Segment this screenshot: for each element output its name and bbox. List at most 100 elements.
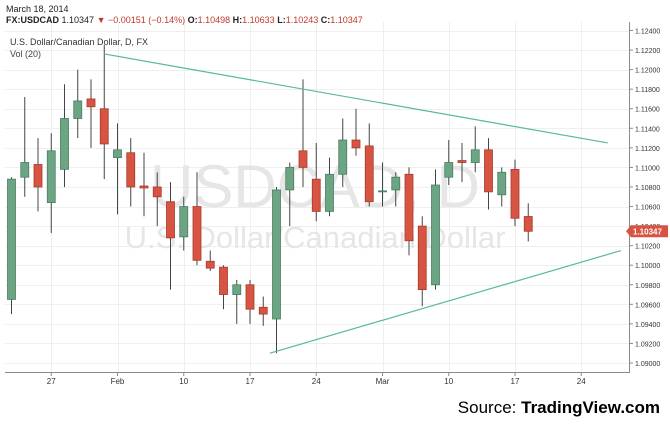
- x-axis: 27 Feb 10 17 24 Mar 10 17 24: [47, 372, 586, 386]
- candle-up: [46, 133, 56, 233]
- candle-body: [391, 176, 401, 191]
- candle-up: [60, 84, 69, 187]
- candle-body: [404, 173, 414, 242]
- candle-down: [351, 108, 361, 156]
- candle-down: [417, 216, 427, 307]
- watermark: USDCAD, D U.S. Dollar/Canadian Dollar: [125, 153, 506, 255]
- candle-up: [179, 196, 189, 251]
- trendline: [104, 53, 608, 144]
- candle-body: [298, 150, 308, 168]
- candle-body: [272, 189, 281, 320]
- candle-up: [113, 123, 122, 215]
- candle-body: [139, 185, 149, 189]
- candle-down: [126, 138, 136, 207]
- candle-body: [417, 225, 427, 291]
- candle-body: [113, 149, 122, 159]
- candle-body: [7, 178, 16, 300]
- y-tick-label: 1.12400: [635, 29, 660, 36]
- candle-body: [60, 118, 69, 170]
- candle-body: [378, 190, 387, 193]
- date-label: March 18, 2014: [6, 4, 69, 14]
- y-tick-label: 1.10000: [635, 263, 660, 270]
- candle-up: [431, 169, 440, 290]
- candle-up: [272, 186, 281, 354]
- candle-down: [298, 79, 308, 187]
- y-tick-label: 1.11800: [635, 87, 660, 94]
- candle-body: [86, 98, 96, 108]
- candle-body: [285, 167, 295, 191]
- y-tick-label: 1.10600: [635, 205, 660, 212]
- x-tick-label: 24: [577, 377, 586, 386]
- y-tick-label: 1.11400: [635, 126, 660, 133]
- candle-body: [219, 266, 228, 295]
- last-value: 1.10347: [61, 15, 95, 25]
- candle-down: [245, 279, 255, 324]
- candle-up: [7, 177, 16, 315]
- y-tick-label: 1.09800: [635, 283, 660, 290]
- candle-body: [73, 100, 83, 119]
- open-label: O:: [187, 15, 198, 25]
- close-label: C:: [320, 15, 331, 25]
- candle-body: [338, 139, 348, 175]
- candle-up: [378, 162, 387, 207]
- y-tick-label: 1.09000: [635, 361, 660, 368]
- candle-body: [484, 149, 493, 193]
- candle-down: [192, 172, 202, 266]
- candle-down: [484, 138, 493, 210]
- y-tick-label: 1.09600: [635, 302, 660, 309]
- candle-up: [470, 126, 480, 173]
- candle-up: [338, 118, 348, 187]
- candle-body: [444, 162, 454, 178]
- candle-body: [33, 164, 43, 188]
- candle-up: [73, 69, 83, 139]
- candle-body: [152, 186, 162, 198]
- candle-down: [205, 250, 215, 272]
- candle-body: [351, 139, 361, 149]
- candle-up: [391, 172, 401, 207]
- x-tick-label: 17: [246, 377, 255, 386]
- candle-down: [99, 45, 109, 180]
- x-tick-label: 24: [312, 377, 321, 386]
- candle-down: [86, 79, 96, 148]
- close-value: 1.10347: [330, 15, 363, 25]
- y-axis: 1.12400 1.12200 1.12000 1.11800 1.11600 1.114…: [629, 29, 660, 368]
- candle-down: [219, 265, 228, 310]
- symbol-label: FX:USDCAD: [6, 15, 59, 25]
- candle-body: [325, 173, 334, 212]
- candle-body: [431, 184, 440, 286]
- x-tick-label: 10: [444, 377, 453, 386]
- low-value: 1.10243: [285, 15, 319, 25]
- candle-body: [126, 152, 136, 188]
- y-tick-label: 1.09200: [635, 341, 660, 348]
- candle-body: [311, 178, 321, 212]
- candle-body: [258, 306, 268, 315]
- source-credit: Source: TradingView.com: [458, 398, 660, 418]
- candle-body: [46, 150, 56, 204]
- candle-up: [497, 167, 507, 207]
- candle-down: [523, 203, 533, 242]
- candle-body: [457, 160, 467, 163]
- symbol-header: FX:USDCAD 1.10347 ▼ −0.00151 (−0.14%) O:…: [6, 15, 363, 25]
- trendlines: [104, 53, 622, 354]
- candle-down: [258, 296, 268, 326]
- candle-body: [245, 284, 255, 310]
- high-label: H:: [232, 15, 243, 25]
- candle-down: [510, 159, 520, 227]
- candle-body: [232, 284, 242, 295]
- candle-body: [192, 206, 202, 261]
- y-tick-label: 1.11000: [635, 165, 660, 172]
- candle-up: [20, 97, 30, 197]
- change-value: −0.00151 (−0.14%): [108, 15, 186, 25]
- candle-body: [470, 149, 480, 163]
- x-tick-label: 10: [179, 377, 188, 386]
- candle-body: [205, 260, 215, 269]
- y-tick-label: 1.10200: [635, 244, 660, 251]
- candle-down: [404, 167, 414, 256]
- candle-body: [179, 206, 189, 238]
- candle-body: [20, 162, 30, 178]
- candle-down: [311, 142, 321, 222]
- candle-body: [99, 108, 109, 145]
- high-value: 1.10633: [242, 15, 275, 25]
- candle-up: [325, 157, 334, 217]
